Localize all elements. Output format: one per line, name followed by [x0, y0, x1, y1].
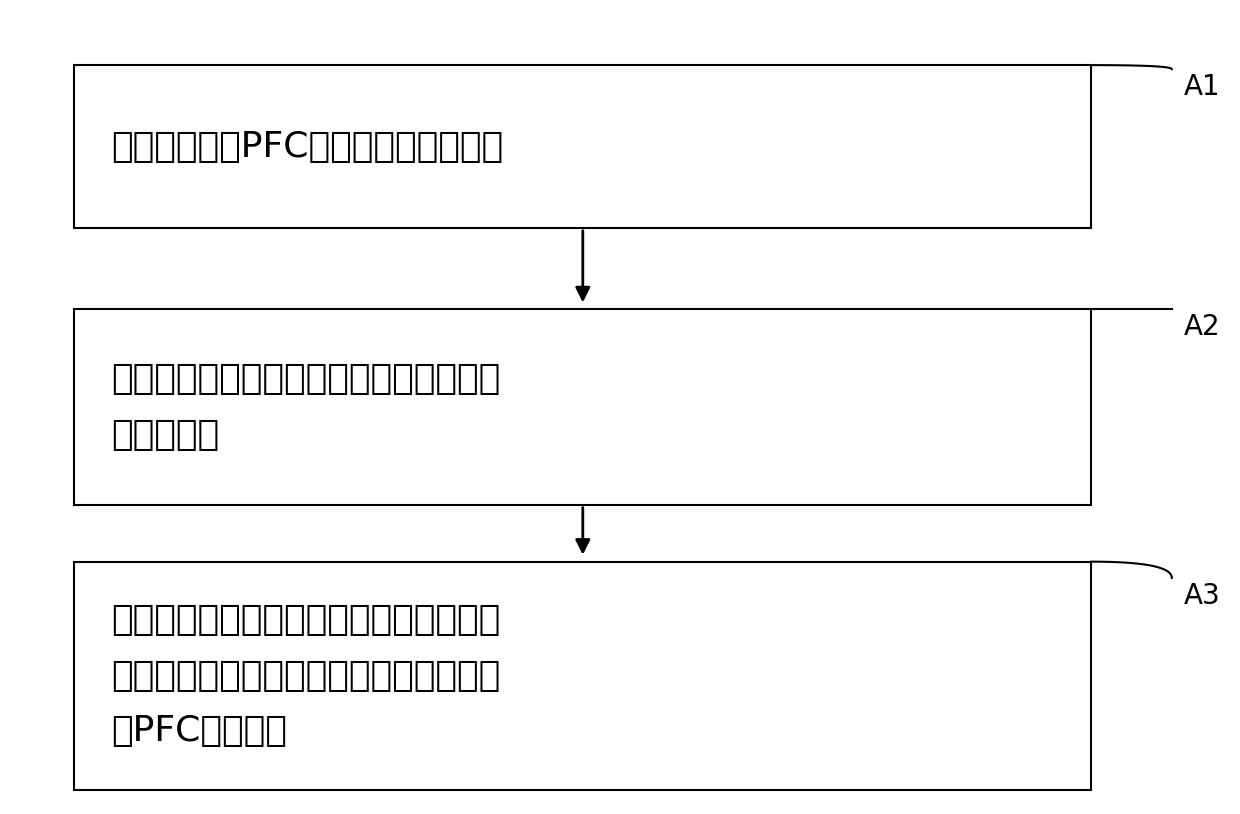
- Bar: [74, 562, 1091, 790]
- Text: 获取运行通道的目标数量，并控制目标数: 获取运行通道的目标数量，并控制目标数: [112, 659, 501, 693]
- Bar: [74, 309, 1091, 505]
- Text: A1: A1: [1184, 73, 1221, 101]
- Text: 的对应关系: 的对应关系: [112, 418, 219, 452]
- Text: 获取多相交错PFC电路当前的输出功率: 获取多相交错PFC电路当前的输出功率: [112, 129, 503, 164]
- Text: 量PFC通道运行: 量PFC通道运行: [112, 714, 288, 748]
- Text: A2: A2: [1184, 313, 1221, 341]
- Text: A3: A3: [1184, 582, 1221, 610]
- Text: 根据当前的输出功率和获取的对应关系，: 根据当前的输出功率和获取的对应关系，: [112, 603, 501, 637]
- Text: 获取预先确定的输出功率与运行通道数量: 获取预先确定的输出功率与运行通道数量: [112, 362, 501, 396]
- Bar: [74, 65, 1091, 228]
